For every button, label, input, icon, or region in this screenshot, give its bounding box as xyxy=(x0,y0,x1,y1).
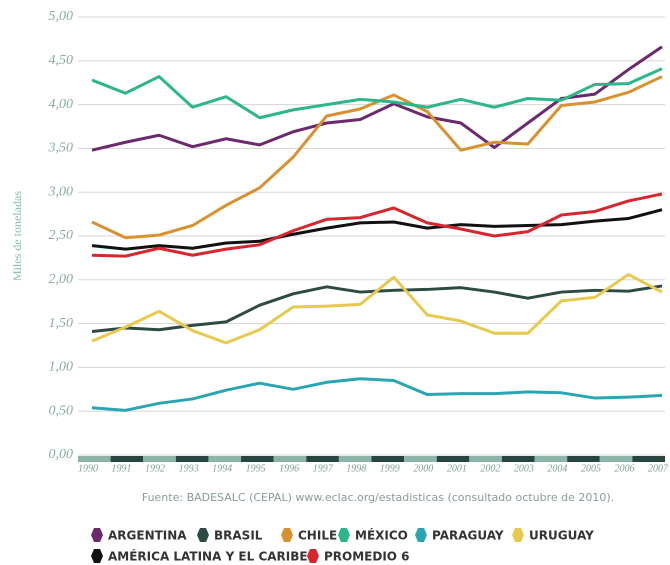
y-axis-label: Miles de toneladas xyxy=(10,191,24,281)
x-tick-label: 2007 xyxy=(648,463,669,474)
legend-marker xyxy=(91,549,103,563)
series-line xyxy=(91,67,663,120)
legend-marker xyxy=(197,528,209,542)
axis-segment xyxy=(469,456,502,462)
axis-segment xyxy=(436,456,470,462)
y-tick-label: 0,00 xyxy=(49,447,74,462)
x-tick-label: 1995 xyxy=(246,463,266,474)
axis-segment xyxy=(306,456,339,462)
x-tick-label: 2000 xyxy=(413,463,433,474)
axis-segment xyxy=(632,456,665,462)
x-tick-label: 1999 xyxy=(380,463,400,474)
legend-marker xyxy=(338,528,350,542)
axis-segment xyxy=(567,456,600,462)
legend-marker xyxy=(281,528,293,542)
axis-segment xyxy=(404,456,437,462)
lines xyxy=(91,45,663,412)
axis-segment xyxy=(78,456,111,462)
x-tick-label: 1994 xyxy=(212,463,232,474)
legend-label: MÉXICO xyxy=(355,528,408,543)
x-tick-label: 1990 xyxy=(78,463,98,474)
axis-segment xyxy=(175,456,209,462)
axis-segment xyxy=(371,456,405,462)
series-line xyxy=(91,284,663,333)
x-tick-label: 1993 xyxy=(179,463,199,474)
series-line xyxy=(91,273,663,345)
series-line xyxy=(91,377,663,412)
axis-segment xyxy=(501,456,535,462)
axis-segment xyxy=(143,456,176,462)
x-axis-bar: 1990 1991 1992 1993 1994 1995 1996 1997 1998 1999… xyxy=(78,456,669,474)
legend: ARGENTINA BRASIL CHILE MÉXICO PARAGUAY URUGUA… xyxy=(91,528,594,564)
x-tick-label: 2003 xyxy=(514,463,534,474)
x-tick-label: 1997 xyxy=(313,463,334,474)
y-tick-label: 0,50 xyxy=(49,403,74,418)
y-tick-label: 4,50 xyxy=(49,53,74,68)
y-tick-label: 3,50 xyxy=(48,141,74,156)
y-tick-label: 2,00 xyxy=(49,272,74,287)
x-tick-label: 2004 xyxy=(547,463,567,474)
y-tick-label: 2,50 xyxy=(49,228,74,243)
legend-label: ARGENTINA xyxy=(108,529,187,543)
axis-segment xyxy=(208,456,242,462)
axis-segment xyxy=(273,456,307,462)
x-tick-label: 1991 xyxy=(112,463,132,474)
x-tick-label: 1996 xyxy=(279,463,299,474)
y-tick-label: 4,00 xyxy=(49,97,74,112)
grid: 0,00 0,50 1,00 1,50 2,00 2,50 3,00 3,50 4,00 4,50… xyxy=(48,9,665,462)
legend-label: PROMEDIO 6 xyxy=(324,550,410,564)
x-tick-label: 1998 xyxy=(346,463,366,474)
legend-label: BRASIL xyxy=(214,529,263,543)
x-tick-label: 2005 xyxy=(581,463,601,474)
legend-label: CHILE xyxy=(298,529,337,543)
x-tick-label: 2002 xyxy=(480,463,500,474)
series-line xyxy=(91,45,663,152)
legend-marker xyxy=(415,528,427,542)
y-tick-label: 3,00 xyxy=(48,184,74,199)
legend-label: AMÉRICA LATINA Y EL CARIBE xyxy=(108,549,308,564)
axis-segment xyxy=(241,456,274,462)
x-tick-label: 2001 xyxy=(447,463,467,474)
x-tick-label: 1992 xyxy=(145,463,165,474)
legend-label: PARAGUAY xyxy=(432,529,504,543)
legend-label: URUGUAY xyxy=(529,529,594,543)
y-tick-label: 1,00 xyxy=(49,360,74,375)
legend-marker xyxy=(307,549,319,563)
axis-segment xyxy=(338,456,372,462)
axis-segment xyxy=(599,456,633,462)
source-note: Fuente: BADESALC (CEPAL) www.eclac.org/e… xyxy=(142,491,614,504)
axis-segment xyxy=(110,456,144,462)
x-tick-label: 2006 xyxy=(614,463,634,474)
legend-marker xyxy=(512,528,524,542)
y-tick-label: 5,00 xyxy=(49,9,74,24)
y-tick-label: 1,50 xyxy=(49,316,74,331)
series-line xyxy=(91,192,663,258)
legend-marker xyxy=(91,528,103,542)
axis-segment xyxy=(534,456,568,462)
series-line xyxy=(91,208,663,251)
